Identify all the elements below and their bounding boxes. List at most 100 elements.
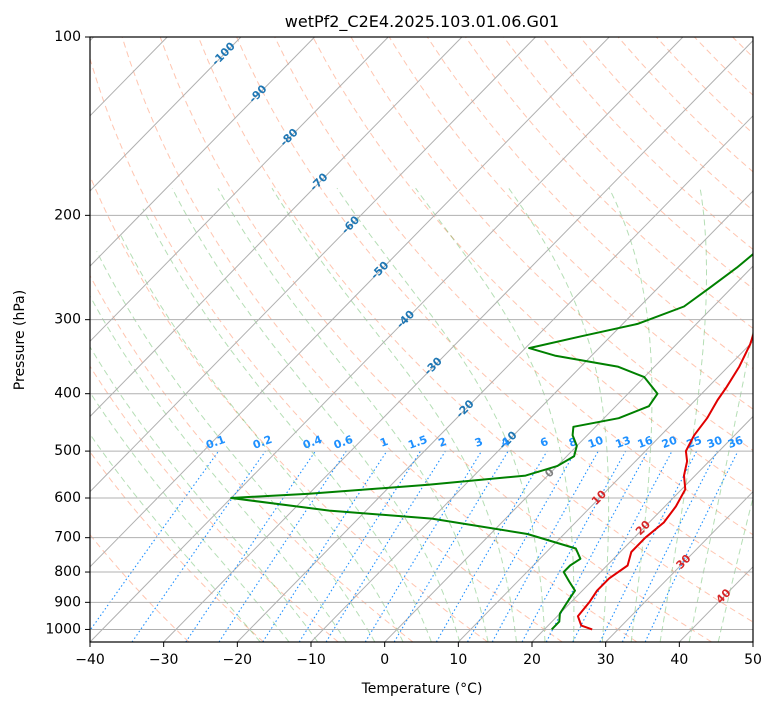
mixing-ratio-label: 6 — [539, 435, 551, 450]
mixing-ratio-line — [262, 450, 388, 642]
mixing-ratio-line — [521, 450, 627, 642]
x-tick-label: 30 — [597, 652, 615, 668]
dry-adiabat — [236, 37, 753, 579]
mixing-ratio-label: 2 — [437, 435, 449, 450]
x-tick-label: −20 — [223, 652, 253, 668]
isotherm-line — [310, 190, 753, 642]
mixing-ratio-label: 0.2 — [251, 433, 274, 452]
moist-adiabat — [717, 496, 753, 642]
dry-adiabat — [90, 175, 488, 642]
y-tick-label: 900 — [54, 594, 81, 610]
mixing-ratio-label: 30 — [705, 434, 724, 452]
mixing-ratio-label: 0.6 — [332, 433, 355, 452]
mixing-ratio-label: 13 — [614, 434, 633, 451]
isotherm-line — [605, 490, 753, 642]
mixing-ratio-label: 4 — [500, 435, 512, 450]
y-axis-title: Pressure (hPa) — [12, 290, 28, 390]
mixing-ratio-label: 3 — [473, 435, 485, 450]
dry-adiabat — [350, 37, 753, 451]
isotherm-line — [384, 265, 753, 642]
dry-adiabat — [159, 37, 712, 642]
moist-adiabat — [608, 187, 653, 642]
mixing-ratio-label: 10 — [586, 434, 605, 452]
y-tick-label: 600 — [54, 490, 81, 506]
x-axis-title: Temperature (°C) — [361, 681, 483, 697]
isotherm-line — [457, 340, 753, 642]
mixing-ratio-label: 25 — [685, 434, 704, 451]
chart-title: wetPf2_C2E4.2025.103.01.06.G01 — [285, 12, 559, 32]
y-tick-label: 400 — [54, 386, 81, 402]
mixing-ratio-label: 1.5 — [406, 433, 429, 452]
dry-adiabat — [388, 37, 753, 410]
y-tick-label: 700 — [54, 530, 81, 546]
mixing-ratio-label: 16 — [636, 434, 655, 452]
mixing-ratio-line — [90, 450, 220, 632]
mixing-ratio-labels: 0.1 0.2 0.4 0.6 1 1.5 2 3 4 6 8 10 13 16 20 25 30 36 — [204, 433, 745, 452]
x-tick-label: 40 — [670, 652, 688, 668]
moist-adiabat — [90, 391, 290, 642]
dry-adiabat — [90, 365, 339, 642]
moist-adiabat — [96, 251, 376, 642]
mixing-ratio-label: 20 — [660, 434, 679, 452]
dry-adiabat — [197, 37, 753, 623]
dry-adiabat — [90, 56, 563, 642]
isotherm-line — [90, 37, 242, 192]
mixing-ratio-line — [467, 450, 577, 642]
series-line-0 — [576, 331, 753, 631]
x-tick-label: −40 — [75, 652, 105, 668]
moist-adiabat — [415, 187, 575, 642]
dry-adiabat — [121, 37, 638, 642]
x-tick-label: −10 — [296, 652, 326, 668]
x-tick-label: 20 — [523, 652, 541, 668]
moist-adiabat — [508, 187, 610, 642]
y-tick-label: 800 — [54, 564, 81, 580]
x-tick-label: −30 — [149, 652, 179, 668]
y-tick-label: 200 — [54, 207, 81, 223]
y-tick-label: 1000 — [45, 621, 81, 637]
mixing-ratio-line — [218, 450, 347, 642]
x-tick-label: 50 — [744, 652, 762, 668]
isotherm-line — [236, 115, 753, 642]
mixing-ratio-line — [364, 450, 483, 642]
series-lines — [230, 252, 753, 631]
isotherm-line — [531, 415, 753, 642]
mixing-ratio-line — [545, 450, 649, 642]
y-tick-label: 300 — [54, 312, 81, 328]
dry-adiabat — [90, 451, 264, 642]
moist-adiabat — [90, 433, 261, 642]
moist-adiabat — [688, 328, 753, 642]
mixing-ratio-line — [621, 450, 718, 642]
dry-adiabat — [312, 37, 753, 493]
mixing-ratio-label: 0.4 — [301, 433, 324, 452]
isotherm-line — [163, 39, 753, 642]
x-axis: −40 −30 −20 −10 0 10 20 30 40 50 — [75, 642, 762, 668]
isotherm-line — [90, 37, 536, 493]
x-tick-label: 10 — [449, 652, 467, 668]
x-tick-label: 0 — [380, 652, 389, 668]
isotherm-line — [90, 37, 389, 343]
y-tick-label: 500 — [54, 443, 81, 459]
mixing-ratio-label: 1 — [378, 435, 390, 450]
moist-adiabat — [90, 295, 347, 642]
mixing-ratio-label: 8 — [567, 435, 579, 450]
moist-adiabat — [171, 187, 461, 642]
moist-adiabat — [142, 208, 432, 642]
mixing-ratio-line — [185, 450, 316, 642]
isotherm-line — [90, 37, 684, 642]
mixing-ratio-label: 36 — [726, 434, 745, 452]
mixing-ratio-label: 0.1 — [204, 433, 227, 452]
isotherm-line — [90, 37, 315, 267]
isotherm-line — [90, 37, 610, 568]
y-tick-label: 100 — [54, 29, 81, 45]
moist-adiabat — [659, 188, 707, 642]
isotherm-line — [90, 37, 463, 418]
moist-adiabat — [90, 345, 319, 642]
mixing-ratio-line — [298, 450, 422, 642]
background-lines — [90, 37, 753, 642]
mixing-ratio-line — [599, 450, 698, 642]
moist-adiabat — [119, 233, 404, 642]
mixing-ratio-line — [131, 450, 266, 642]
plot-frame — [89, 36, 754, 643]
